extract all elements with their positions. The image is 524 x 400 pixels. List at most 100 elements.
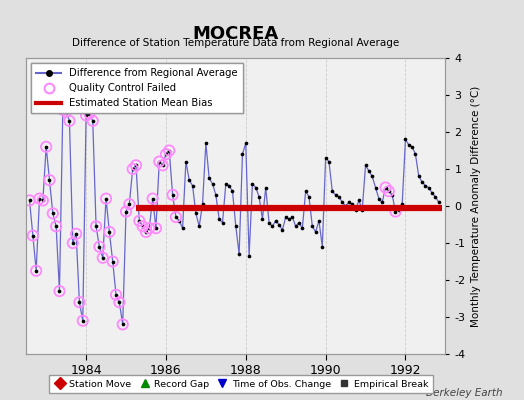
Point <box>122 208 130 215</box>
Point <box>66 118 74 124</box>
Point <box>305 194 313 200</box>
Point <box>391 208 400 215</box>
Point <box>75 299 84 306</box>
Text: Berkeley Earth: Berkeley Earth <box>427 388 503 398</box>
Point <box>381 184 390 191</box>
Point <box>145 225 154 231</box>
Point <box>288 214 297 220</box>
Point <box>75 299 84 306</box>
Point <box>42 144 50 150</box>
Point <box>105 229 114 235</box>
Point <box>248 181 257 187</box>
Point <box>424 184 433 191</box>
Point <box>135 218 144 224</box>
Point <box>152 225 160 231</box>
Point <box>278 227 287 233</box>
Point <box>338 199 346 206</box>
Point <box>268 223 277 230</box>
Point <box>219 220 227 226</box>
Point <box>342 203 350 209</box>
Point <box>85 110 94 117</box>
Point <box>228 188 237 194</box>
Point <box>418 179 427 185</box>
Point <box>99 255 107 261</box>
Point <box>265 220 273 226</box>
Point <box>155 158 163 165</box>
Point <box>158 162 167 168</box>
Point <box>165 147 173 154</box>
Point <box>252 184 260 191</box>
Point <box>295 220 303 226</box>
Point <box>152 225 160 231</box>
Point <box>142 229 150 235</box>
Point <box>421 182 430 189</box>
Point <box>372 184 380 191</box>
Point <box>72 230 80 237</box>
Point <box>95 244 104 250</box>
Point <box>385 188 393 194</box>
Point <box>375 195 383 202</box>
Point <box>32 268 40 274</box>
Point <box>301 188 310 194</box>
Point <box>118 321 127 328</box>
Point <box>79 318 87 324</box>
Point <box>92 223 100 230</box>
Legend: Station Move, Record Gap, Time of Obs. Change, Empirical Break: Station Move, Record Gap, Time of Obs. C… <box>49 375 433 393</box>
Point <box>69 240 77 246</box>
Point <box>212 192 220 198</box>
Point <box>66 118 74 124</box>
Point <box>368 173 376 180</box>
Point <box>315 218 323 224</box>
Point <box>168 192 177 198</box>
Point <box>291 223 300 230</box>
Point <box>352 206 360 213</box>
Point <box>205 175 213 182</box>
Point <box>209 181 217 187</box>
Point <box>348 201 356 207</box>
Point <box>318 244 326 250</box>
Point <box>172 214 180 220</box>
Point <box>335 194 343 200</box>
Point <box>215 216 223 222</box>
Point <box>175 218 183 224</box>
Point <box>148 195 157 202</box>
Text: Difference of Station Temperature Data from Regional Average: Difference of Station Temperature Data f… <box>72 38 399 48</box>
Point <box>155 158 163 165</box>
Point <box>195 223 203 230</box>
Point <box>59 106 67 113</box>
Point <box>178 225 187 231</box>
Point <box>138 223 147 230</box>
Point <box>428 190 436 196</box>
Point <box>258 216 267 222</box>
Point <box>271 218 280 224</box>
Point <box>202 140 210 146</box>
Point <box>39 197 47 204</box>
Point <box>325 158 333 165</box>
Point <box>185 177 193 183</box>
Point <box>222 181 230 187</box>
Point <box>411 151 420 157</box>
Point <box>102 195 110 202</box>
Point <box>182 158 190 165</box>
Point <box>331 192 340 198</box>
Point <box>434 199 443 206</box>
Point <box>188 182 196 189</box>
Point <box>162 151 170 157</box>
Point <box>132 162 140 168</box>
Point <box>25 197 34 204</box>
Point <box>165 147 173 154</box>
Point <box>108 258 117 265</box>
Point <box>49 210 57 217</box>
Point <box>405 142 413 148</box>
Point <box>29 232 37 239</box>
Point <box>25 197 34 204</box>
Point <box>381 184 390 191</box>
Point <box>29 232 37 239</box>
Point <box>298 225 307 231</box>
Point <box>102 195 110 202</box>
Point <box>55 288 63 294</box>
Point <box>89 118 97 124</box>
Point <box>362 162 370 168</box>
Point <box>105 229 114 235</box>
Point <box>168 192 177 198</box>
